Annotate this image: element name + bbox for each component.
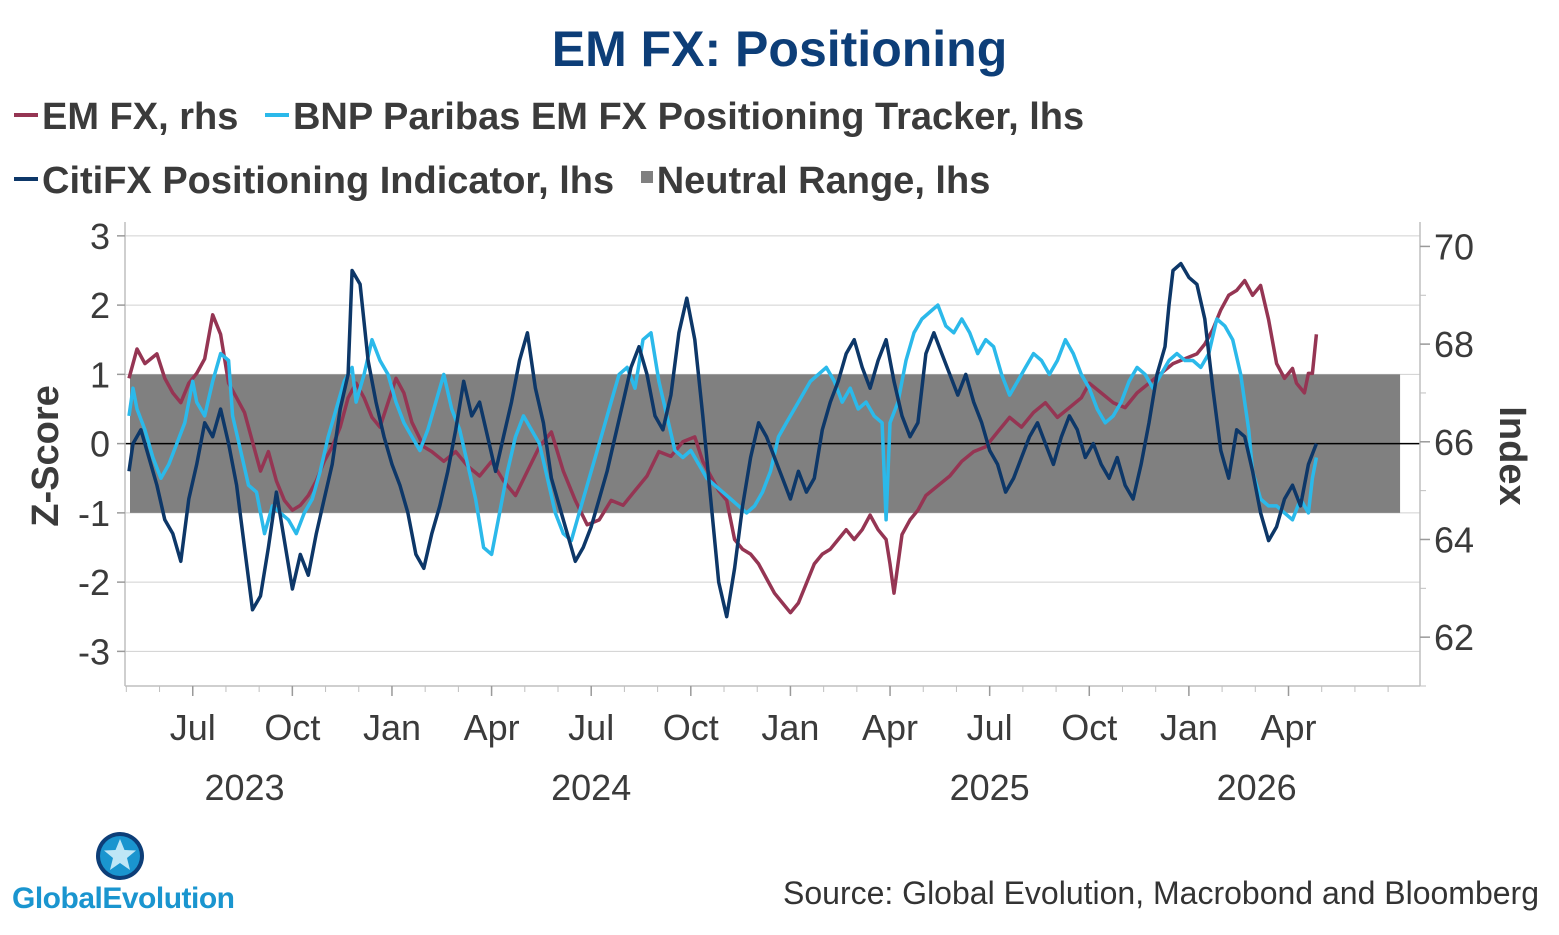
x-tick-label-4: Jul bbox=[568, 707, 614, 748]
x-tick-label-0: Jul bbox=[170, 707, 216, 748]
x-tick-label-11: Apr bbox=[1260, 707, 1316, 748]
y-tick-label-0: 3 bbox=[90, 216, 110, 257]
legend-label-citi: CitiFX Positioning Indicator, lhs bbox=[42, 160, 615, 202]
x-year-label-3: 2026 bbox=[1217, 767, 1297, 808]
legend-swatch-citi bbox=[14, 176, 38, 181]
source-note: Source: Global Evolution, Macrobond and … bbox=[783, 875, 1539, 911]
y-axis-title-right: Index bbox=[1491, 406, 1533, 505]
x-tick-label-8: Jul bbox=[967, 707, 1013, 748]
legend-row-2: CitiFX Positioning Indicator, lhs Neutra… bbox=[14, 160, 1006, 203]
x-year-label-2: 2025 bbox=[950, 767, 1030, 808]
y-tick-label-4: -1 bbox=[78, 493, 110, 534]
x-axis: Jul Oct Jan Apr Jul Oct Jan Apr Jul Oct Jan Apr 2023… bbox=[125, 685, 1420, 808]
x-tick-label-10: Jan bbox=[1160, 707, 1218, 748]
x-tick-label-7: Apr bbox=[862, 707, 918, 748]
y2-tick-label-1: 68 bbox=[1434, 324, 1474, 365]
series-citifx-indicator bbox=[127, 261, 1319, 619]
star-icon bbox=[96, 832, 144, 880]
y2-tick-label-0: 70 bbox=[1434, 226, 1474, 267]
y-tick-label-6: -3 bbox=[78, 631, 110, 672]
global-evolution-logo: GlobalEvolution bbox=[12, 830, 242, 920]
legend-swatch-bnp bbox=[264, 112, 289, 117]
legend-label-neutral: Neutral Range, lhs bbox=[656, 160, 991, 202]
x-tick-label-3: Apr bbox=[464, 707, 520, 748]
legend-item-citi: CitiFX Positioning Indicator, lhs bbox=[14, 160, 614, 202]
legend-item-bnp: BNP Paribas EM FX Positioning Tracker, l… bbox=[264, 96, 1085, 138]
legend-label-em-fx: EM FX, rhs bbox=[42, 96, 239, 138]
x-tick-label-5: Oct bbox=[663, 707, 719, 748]
y-axis-left: 3 2 1 0 -1 -2 -3 bbox=[78, 216, 126, 686]
legend-item-em-fx: EM FX, rhs bbox=[14, 96, 238, 138]
series-bnp-tracker bbox=[127, 303, 1319, 557]
series-lines bbox=[127, 261, 1319, 619]
x-year-label-1: 2024 bbox=[551, 767, 631, 808]
logo-wordmark: GlobalEvolution bbox=[12, 882, 235, 915]
y2-tick-label-3: 64 bbox=[1434, 519, 1474, 560]
y-tick-label-5: -2 bbox=[78, 562, 110, 603]
x-tick-label-1: Oct bbox=[264, 707, 320, 748]
legend-swatch-neutral bbox=[640, 170, 653, 183]
y-axis-right: 70 68 66 64 62 bbox=[1419, 222, 1474, 687]
y2-tick-label-2: 66 bbox=[1434, 422, 1474, 463]
legend-label-bnp: BNP Paribas EM FX Positioning Tracker, l… bbox=[292, 96, 1085, 138]
y-tick-label-2: 1 bbox=[90, 354, 110, 395]
x-year-label-0: 2023 bbox=[204, 767, 284, 808]
legend-swatch-em-fx bbox=[14, 112, 38, 117]
y2-tick-label-4: 62 bbox=[1434, 617, 1474, 658]
y-axis-title-left: Z-Score bbox=[25, 385, 67, 526]
y-tick-label-1: 2 bbox=[90, 285, 110, 326]
legend-row-1: EM FX, rhs BNP Paribas EM FX Positioning… bbox=[14, 96, 1100, 139]
x-tick-label-9: Oct bbox=[1061, 707, 1117, 748]
x-tick-label-2: Jan bbox=[363, 707, 421, 748]
legend-item-neutral: Neutral Range, lhs bbox=[640, 160, 991, 202]
y-tick-label-3: 0 bbox=[90, 424, 110, 465]
x-tick-label-6: Jan bbox=[761, 707, 819, 748]
chart-title: EM FX: Positioning bbox=[551, 21, 1008, 77]
